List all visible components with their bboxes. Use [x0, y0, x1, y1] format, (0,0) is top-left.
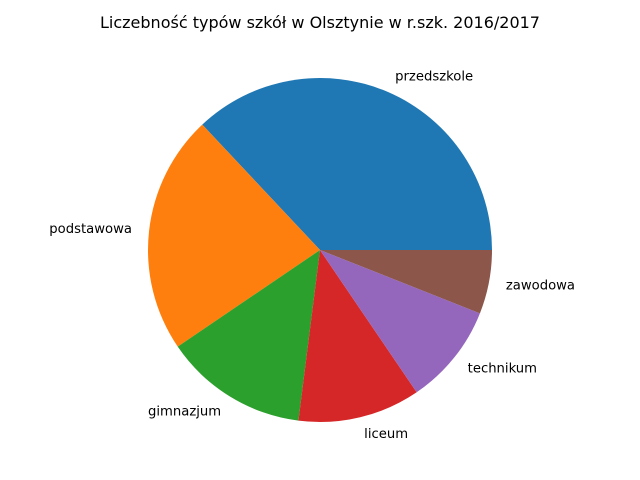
pie-slice-zawodowa — [320, 250, 492, 314]
pie-label-gimnazjum: gimnazjum — [148, 404, 221, 419]
pie-slice-gimnazjum — [177, 250, 320, 421]
pie-label-przedszkole: przedszkole — [395, 69, 473, 84]
pie-labels: przedszkole podstawowa gimnazjum liceum tech… — [49, 69, 575, 442]
chart-title: Liczebność typów szkół w Olsztynie w r.s… — [100, 13, 540, 32]
pie-slice-liceum — [298, 250, 417, 422]
pie-slices — [147, 78, 492, 422]
pie-label-technikum: technikum — [468, 361, 537, 376]
pie-slice-technikum — [320, 250, 480, 393]
pie-label-podstawowa: podstawowa — [49, 222, 132, 237]
pie-slice-podstawowa — [147, 124, 320, 347]
pie-slice-przedszkole — [202, 78, 492, 250]
pie-label-zawodowa: zawodowa — [506, 278, 575, 293]
pie-label-liceum: liceum — [364, 427, 408, 442]
